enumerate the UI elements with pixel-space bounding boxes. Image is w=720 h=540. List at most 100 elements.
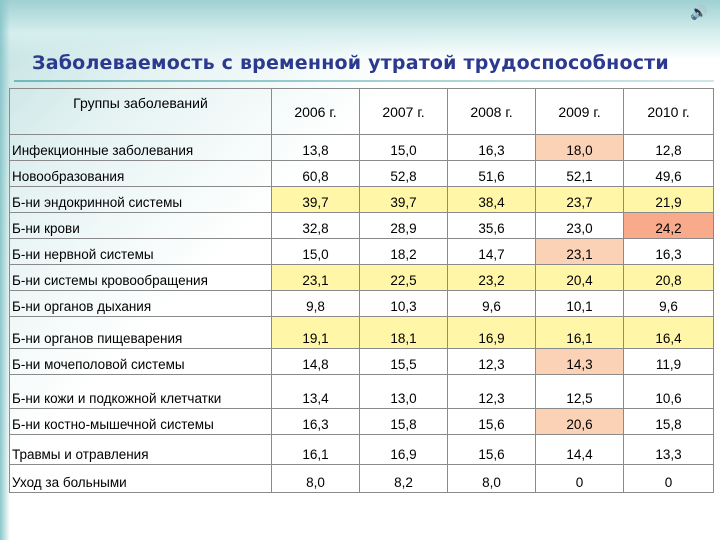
cell-value: 23,1 <box>271 264 360 291</box>
cell-value: 16,3 <box>623 238 714 265</box>
table-row: Б-ни мочеполовой системы 14,8 15,5 12,3 14,3… <box>9 348 714 375</box>
cell-value: 8,0 <box>447 464 536 493</box>
cell-value: 12,3 <box>447 374 536 409</box>
table-row: Б-ни кожи и подкожной клетчатки 13,4 13,0 1… <box>9 374 714 409</box>
cell-value: 28,9 <box>359 212 448 239</box>
cell-value: 16,3 <box>447 134 536 161</box>
row-disease-group: Б-ни нервной системы <box>9 238 272 265</box>
cell-value: 15,6 <box>447 408 536 435</box>
row-disease-group: Б-ни эндокринной системы <box>9 186 272 213</box>
row-disease-group: Б-ни органов дыхания <box>9 290 272 317</box>
cell-value: 52,8 <box>359 160 448 187</box>
header-year-2008: 2008 г. <box>447 88 536 135</box>
cell-value: 35,6 <box>447 212 536 239</box>
title-divider <box>14 80 714 82</box>
cell-value: 10,3 <box>359 290 448 317</box>
table-row: Б-ни системы кровообращения 23,1 22,5 23,2 2… <box>9 264 714 291</box>
cell-value: 16,1 <box>271 434 360 465</box>
cell-value: 9,6 <box>447 290 536 317</box>
cell-value: 23,2 <box>447 264 536 291</box>
cell-value: 13,0 <box>359 374 448 409</box>
table-row: Б-ни крови 32,8 28,9 35,6 23,0 24,2 <box>9 212 714 239</box>
cell-value: 12,8 <box>623 134 714 161</box>
cell-value: 18,1 <box>359 316 448 349</box>
slide-left-band <box>0 0 10 540</box>
cell-value: 49,6 <box>623 160 714 187</box>
cell-value: 13,3 <box>623 434 714 465</box>
cell-value: 8,2 <box>359 464 448 493</box>
table-row: Б-ни костно-мышечной системы 16,3 15,8 15,6… <box>9 408 714 435</box>
header-year-2007: 2007 г. <box>359 88 448 135</box>
row-disease-group: Б-ни костно-мышечной системы <box>9 408 272 435</box>
row-disease-group: Б-ни кожи и подкожной клетчатки <box>9 374 272 409</box>
cell-value: 20,8 <box>623 264 714 291</box>
table-row: Травмы и отравления 16,1 16,9 15,6 14,4 13,3 <box>9 434 714 465</box>
row-disease-group: Уход за больными <box>9 464 272 493</box>
cell-value: 9,8 <box>271 290 360 317</box>
cell-value: 23,0 <box>535 212 624 239</box>
cell-value: 14,3 <box>535 348 624 375</box>
cell-value: 39,7 <box>359 186 448 213</box>
slide-top-band <box>0 0 720 60</box>
table-row: Б-ни органов дыхания 9,8 10,3 9,6 10,1 9,6 <box>9 290 714 317</box>
row-disease-group: Инфекционные заболевания <box>9 134 272 161</box>
cell-value: 0 <box>623 464 714 493</box>
cell-value: 39,7 <box>271 186 360 213</box>
row-disease-group: Б-ни органов пищеварения <box>9 316 272 349</box>
slide-title: Заболеваемость с временной утратой трудо… <box>32 52 669 74</box>
cell-value: 0 <box>535 464 624 493</box>
cell-value: 18,2 <box>359 238 448 265</box>
cell-value: 15,8 <box>623 408 714 435</box>
cell-value: 23,7 <box>535 186 624 213</box>
cell-value: 18,0 <box>535 134 624 161</box>
cell-value: 14,8 <box>271 348 360 375</box>
cell-value: 16,9 <box>447 316 536 349</box>
cell-value: 9,6 <box>623 290 714 317</box>
cell-value: 38,4 <box>447 186 536 213</box>
table-row: Б-ни нервной системы 15,0 18,2 14,7 23,1 16,3 <box>9 238 714 265</box>
cell-value: 10,6 <box>623 374 714 409</box>
cell-value: 20,4 <box>535 264 624 291</box>
table-row: Б-ни эндокринной системы 39,7 39,7 38,4 23,7… <box>9 186 714 213</box>
cell-value: 32,8 <box>271 212 360 239</box>
header-groups: Группы заболеваний <box>9 88 272 135</box>
cell-value: 10,1 <box>535 290 624 317</box>
cell-value: 15,6 <box>447 434 536 465</box>
cell-value: 16,3 <box>271 408 360 435</box>
morbidity-table: Группы заболеваний 2006 г. 2007 г. 2008 … <box>9 88 714 493</box>
cell-value: 14,7 <box>447 238 536 265</box>
header-row: Группы заболеваний 2006 г. 2007 г. 2008 … <box>9 88 714 135</box>
cell-value: 60,8 <box>271 160 360 187</box>
cell-value: 24,2 <box>623 212 714 239</box>
cell-value: 52,1 <box>535 160 624 187</box>
cell-value: 15,5 <box>359 348 448 375</box>
table-row: Инфекционные заболевания 13,8 15,0 16,3 18,0… <box>9 134 714 161</box>
cell-value: 16,9 <box>359 434 448 465</box>
row-disease-group: Б-ни мочеполовой системы <box>9 348 272 375</box>
cell-value: 15,8 <box>359 408 448 435</box>
header-year-2010: 2010 г. <box>623 88 714 135</box>
cell-value: 21,9 <box>623 186 714 213</box>
cell-value: 8,0 <box>271 464 360 493</box>
cell-value: 16,1 <box>535 316 624 349</box>
cell-value: 12,3 <box>447 348 536 375</box>
cell-value: 12,5 <box>535 374 624 409</box>
cell-value: 23,1 <box>535 238 624 265</box>
cell-value: 13,4 <box>271 374 360 409</box>
speaker-icon[interactable]: 🔊 <box>690 4 708 20</box>
header-year-2009: 2009 г. <box>535 88 624 135</box>
cell-value: 22,5 <box>359 264 448 291</box>
cell-value: 11,9 <box>623 348 714 375</box>
row-disease-group: Новообразования <box>9 160 272 187</box>
row-disease-group: Б-ни крови <box>9 212 272 239</box>
cell-value: 51,6 <box>447 160 536 187</box>
cell-value: 16,4 <box>623 316 714 349</box>
cell-value: 15,0 <box>271 238 360 265</box>
cell-value: 15,0 <box>359 134 448 161</box>
header-year-2006: 2006 г. <box>271 88 360 135</box>
cell-value: 20,6 <box>535 408 624 435</box>
row-disease-group: Б-ни системы кровообращения <box>9 264 272 291</box>
cell-value: 13,8 <box>271 134 360 161</box>
table-row: Б-ни органов пищеварения 19,1 18,1 16,9 16,1… <box>9 316 714 349</box>
row-disease-group: Травмы и отравления <box>9 434 272 465</box>
